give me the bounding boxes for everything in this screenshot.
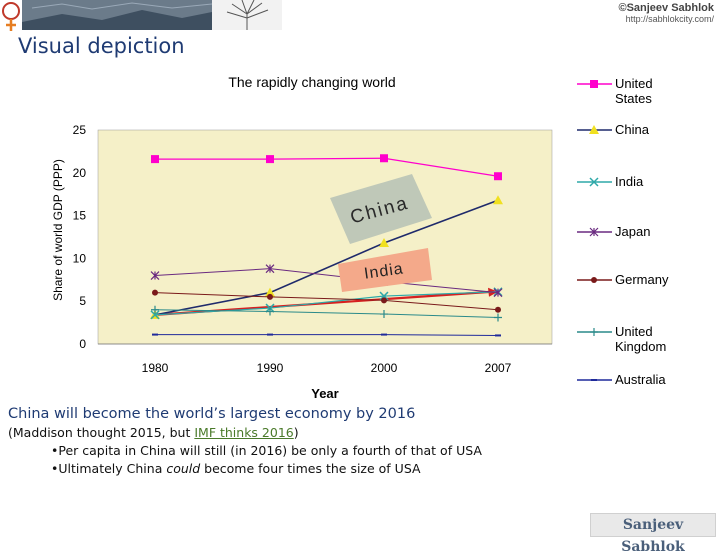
- plot-area: [97, 129, 553, 345]
- legend: UnitedStatesChinaIndiaJapanGermanyUnited…: [577, 76, 669, 387]
- footer-signature: Sanjeev Sabhlok: [590, 513, 716, 555]
- australia-line: [155, 334, 499, 336]
- legend-label: China: [615, 122, 650, 137]
- united-states-point: [380, 154, 388, 163]
- brand-url[interactable]: http://sabhlokcity.com/: [625, 14, 714, 24]
- legend-swatch-marker: [591, 277, 597, 283]
- y-tick-label: 5: [79, 294, 86, 308]
- united-kingdom-point: [151, 305, 159, 314]
- legend-label: Kingdom: [615, 339, 666, 354]
- bullet-2-text-post: become four times the size of USA: [200, 461, 421, 476]
- legend-item-china: China: [577, 122, 650, 137]
- china-line: [154, 199, 499, 316]
- india-annotation: India: [338, 248, 432, 292]
- china-point: [379, 237, 389, 247]
- japan-point: [265, 264, 275, 274]
- line-chart: The rapidly changing world 0 5 10 15 20 25 19…: [51, 74, 669, 401]
- germany-point: [495, 306, 501, 313]
- germany-point: [381, 297, 387, 304]
- united-kingdom-point: [380, 310, 388, 319]
- united-states-point: [494, 172, 502, 181]
- legend-swatch-marker: [590, 328, 598, 336]
- y-tick-label: 0: [79, 337, 86, 351]
- chart-title: The rapidly changing world: [228, 74, 395, 90]
- india-annotation-label: India: [363, 260, 405, 282]
- united-states-series: [151, 154, 502, 181]
- germany-series: [152, 289, 501, 313]
- y-tick-label: 10: [73, 251, 87, 265]
- caption-title: China will become the world’s largest ec…: [8, 406, 416, 422]
- caption-note-prefix: (Maddison thought 2015, but: [8, 425, 195, 440]
- imf-link[interactable]: IMF thinks 2016: [194, 425, 294, 440]
- germany-point: [267, 293, 273, 300]
- header-strip: ©Sanjeev Sabhlok http://sabhlokcity.com/: [0, 0, 720, 32]
- germany-point: [152, 289, 158, 296]
- india-line: [154, 291, 499, 316]
- legend-label: United: [615, 324, 653, 339]
- header-photo: [22, 0, 212, 30]
- y-axis-label: Share of world GDP (PPP): [51, 159, 65, 301]
- x-tick-label: 1980: [142, 361, 169, 375]
- brand-logo-icon: [2, 2, 20, 31]
- united-states-point: [266, 155, 274, 164]
- legend-label: Germany: [615, 272, 669, 287]
- united-states-line: [155, 157, 499, 177]
- japan-line: [154, 268, 499, 294]
- china-annotation: China: [330, 174, 432, 244]
- china-point: [493, 195, 503, 205]
- japan-point: [150, 271, 160, 280]
- united-kingdom-point: [266, 307, 274, 316]
- united-kingdom-point: [494, 313, 502, 322]
- legend-swatch-marker: [589, 125, 599, 134]
- y-tick-label: 15: [73, 209, 87, 223]
- slide-title: Visual depiction: [18, 34, 185, 58]
- bullet-2-text-em: could: [166, 461, 201, 476]
- header-tree-image: [212, 0, 282, 30]
- caption-bullet-1: •Per capita in China will still (in 2016…: [51, 443, 482, 458]
- x-tick-label: 2000: [371, 361, 398, 375]
- legend-item-germany: Germany: [577, 272, 669, 287]
- united-states-point: [151, 155, 159, 164]
- x-tick-label: 1990: [257, 361, 284, 375]
- legend-label: States: [615, 91, 652, 106]
- bullet-2-text-pre: Ultimately China: [58, 461, 167, 476]
- legend-label: Japan: [615, 224, 650, 239]
- united-kingdom-series: [151, 305, 502, 322]
- x-axis-label: Year: [311, 386, 338, 401]
- legend-item-india: India: [577, 174, 644, 189]
- legend-label: Australia: [615, 372, 666, 387]
- legend-swatch-marker: [589, 177, 599, 187]
- germany-line: [154, 292, 499, 311]
- legend-swatch-marker: [589, 227, 599, 237]
- legend-swatch-marker: [590, 80, 598, 88]
- x-tick-label: 2007: [485, 361, 512, 375]
- caption: China will become the world’s largest ec…: [8, 406, 708, 476]
- india-point: [150, 310, 160, 320]
- caption-note-suffix: ): [293, 425, 299, 440]
- y-tick-label: 20: [73, 166, 87, 180]
- india-point: [379, 291, 389, 301]
- china-point: [265, 287, 275, 297]
- japan-series: [150, 264, 503, 298]
- y-tick-label: 25: [73, 123, 87, 137]
- united-kingdom-line: [154, 309, 499, 318]
- legend-item-australia: Australia: [577, 372, 666, 387]
- bullet-1-text: Per capita in China will still (in 2016)…: [58, 443, 482, 458]
- caption-bullet-2: •Ultimately China could become four time…: [51, 461, 421, 476]
- brand-block: ©Sanjeev Sabhlok http://sabhlokcity.com/: [618, 2, 714, 24]
- brand-name: ©Sanjeev Sabhlok: [618, 2, 714, 14]
- australia-series: [152, 333, 501, 337]
- legend-item-japan: Japan: [577, 224, 650, 239]
- legend-label: United: [615, 76, 653, 91]
- japan-point: [493, 288, 503, 298]
- caption-note: (Maddison thought 2015, but IMF thinks 2…: [8, 425, 708, 440]
- legend-label: India: [615, 174, 644, 189]
